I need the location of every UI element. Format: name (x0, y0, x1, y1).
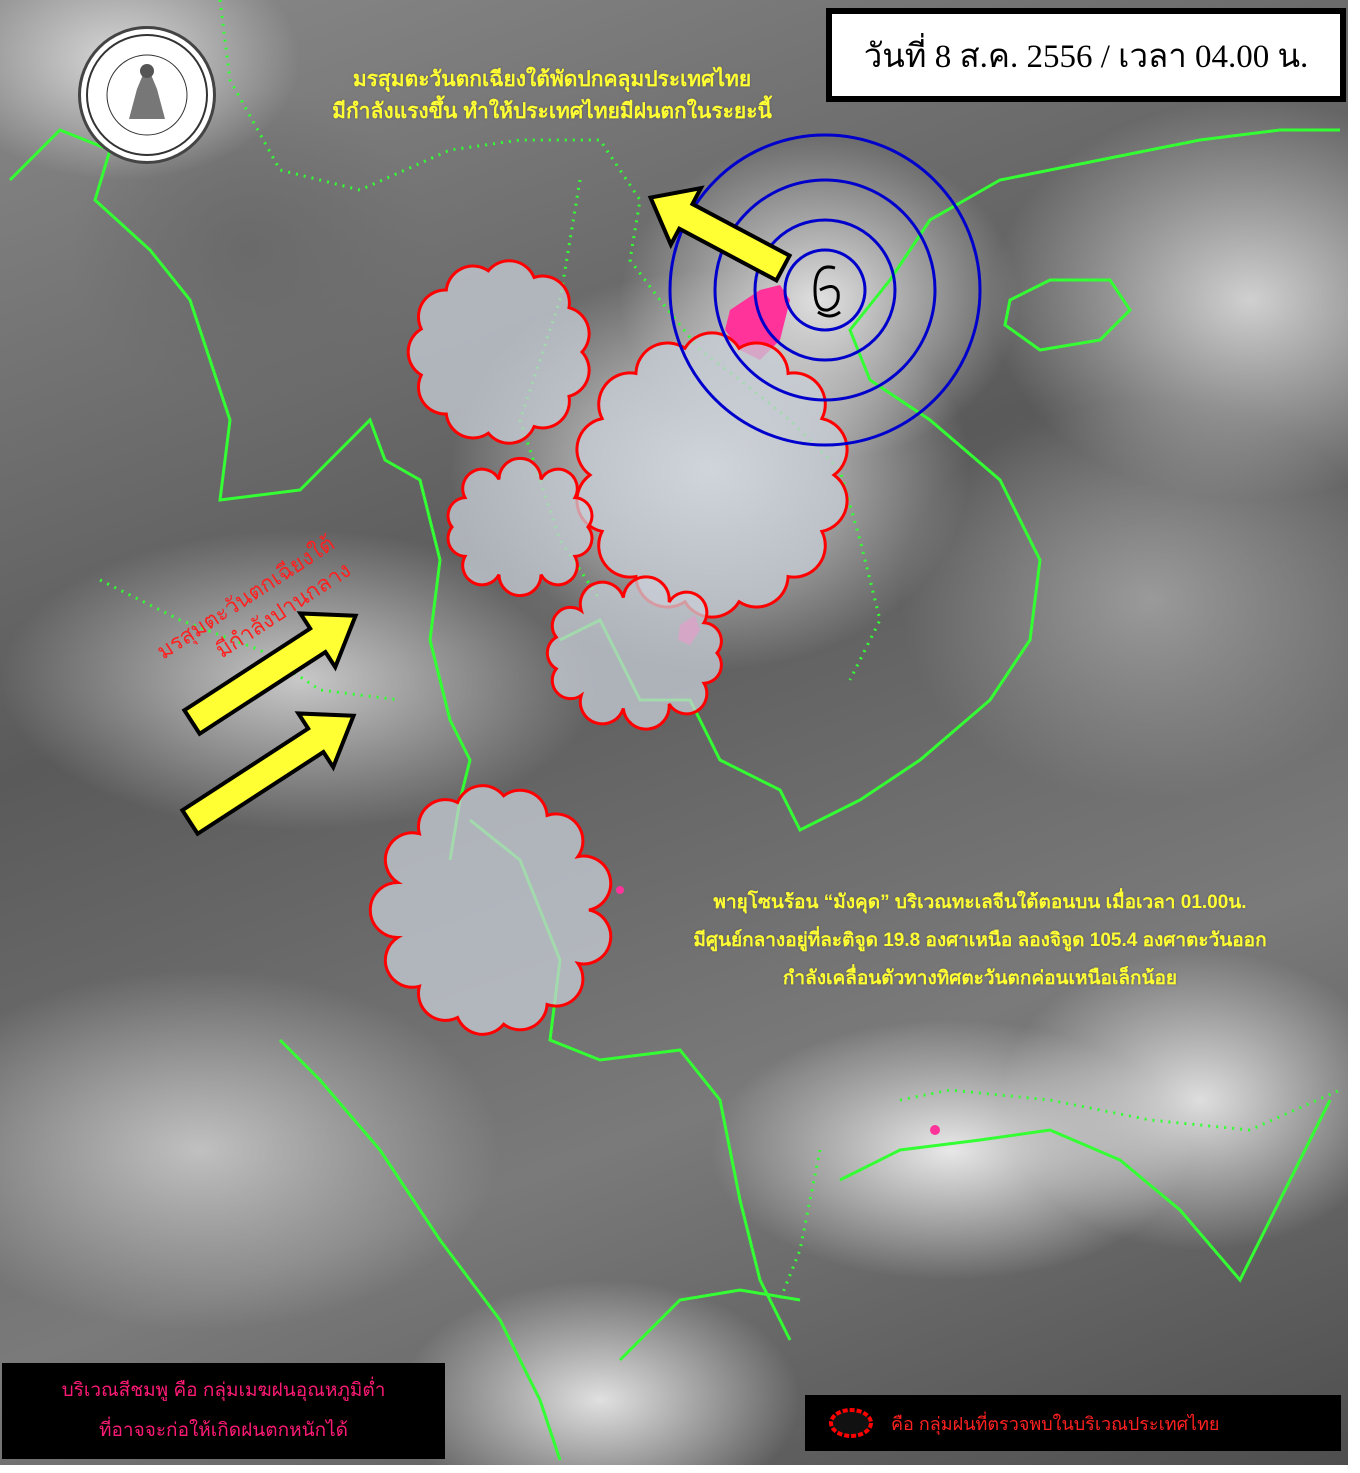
tropical-storm-icon (813, 265, 841, 318)
borneo-coastline (839, 1099, 1332, 1283)
legend-pink-area: บริเวณสีชมพู คือ กลุ่มเมฆฝนอุณหภูมิต่ำ ท… (2, 1363, 445, 1459)
date-time-box: วันที่ 8 ส.ค. 2556 / เวลา 04.00 น. (826, 8, 1346, 102)
rain-cluster-outline (368, 784, 613, 1036)
storm-ring (713, 178, 937, 402)
storm-rings (668, 133, 982, 447)
border (218, 0, 882, 681)
storm-note: พายุโซนร้อน “มังคุด” บริเวณทะเลจีนใต้ตอน… (620, 884, 1340, 998)
border (899, 1088, 1341, 1132)
legend-pink-line: บริเวณสีชมพู คือ กลุ่มเมฆฝนอุณหภูมิต่ำ (61, 1380, 386, 1401)
cold-cloud-area (725, 285, 790, 360)
top-note-line: มรสุมตะวันตกเฉียงใต้พัดปกคลุมประเทศไทย (352, 68, 752, 91)
rain-cluster-legend-icon (829, 1408, 873, 1438)
top-note-line: มีกำลังแรงขึ้น ทำให้ประเทศไทยมีฝนตกในระย… (332, 100, 772, 123)
border (99, 578, 401, 702)
legend-pink-line: ที่อาจจะก่อให้เกิดฝนตกหนักได้ (98, 1420, 348, 1441)
storm-note-line: มีศูนย์กลางอยู่ที่ละติจูด 19.8 องศาเหนือ… (693, 930, 1267, 951)
coastline (559, 128, 1340, 833)
cold-cloud-area (616, 886, 624, 894)
storm-note-line: พายุโซนร้อน “มังคุด” บริเวณทะเลจีนใต้ตอน… (713, 892, 1247, 913)
legend-rain-cluster: คือ กลุ่มฝนที่ตรวจพบในบริเวณประเทศไทย (805, 1395, 1341, 1451)
storm-note-line: กำลังเคลื่อนตัวทางทิศตะวันตกค่อนเหนือเล็… (782, 968, 1178, 989)
wind-arrows (179, 185, 793, 837)
sumatra-coastline (278, 1038, 562, 1461)
storm-ring (783, 248, 867, 332)
top-note: มรสุมตะวันตกเฉียงใต้พัดปกคลุมประเทศไทย ม… (272, 64, 832, 128)
rain-cluster-outline (545, 575, 723, 731)
legend-rain-text: คือ กลุ่มฝนที่ตรวจพบในบริเวณประเทศไทย (891, 1413, 1220, 1434)
wind-direction-arrow (647, 185, 793, 284)
coastline (618, 1288, 801, 1362)
rain-cluster-outline (406, 259, 591, 445)
storm-ring (753, 218, 897, 362)
wind-direction-arrow (179, 711, 357, 837)
wind-direction-arrow (181, 611, 359, 737)
meteorological-department-logo (78, 26, 216, 164)
cold-cloud-area (930, 1125, 940, 1135)
date-time: วันที่ 8 ส.ค. 2556 / เวลา 04.00 น. (863, 38, 1309, 75)
storm-ring (668, 133, 982, 447)
coastline (8, 128, 472, 861)
rain-cluster-outline (446, 456, 594, 598)
border (778, 1149, 822, 1301)
hainan-coastline (1003, 278, 1132, 352)
rain-clusters (368, 259, 849, 1036)
rain-cluster-outline (575, 331, 849, 619)
